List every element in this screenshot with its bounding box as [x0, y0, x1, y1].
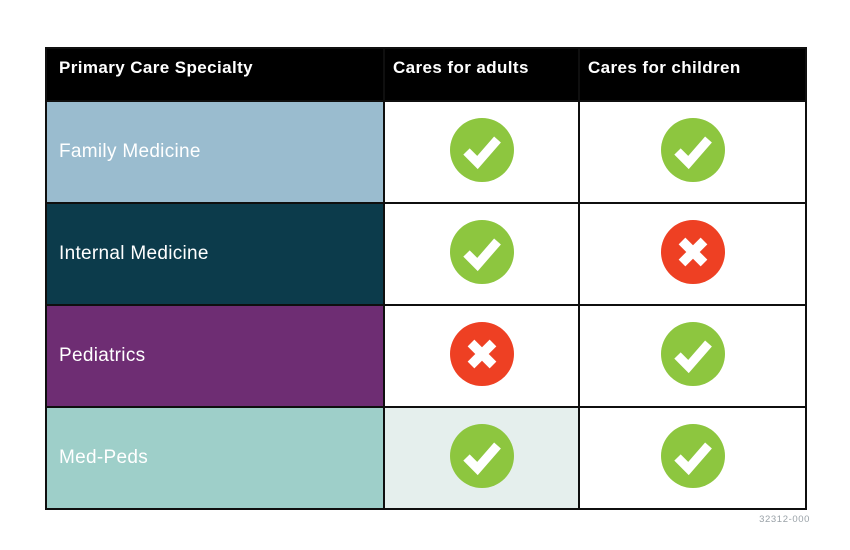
- status-cell-children: [578, 406, 807, 510]
- cross-icon: [660, 219, 725, 284]
- check-icon: [449, 219, 514, 284]
- status-cell-adults: [383, 100, 580, 204]
- column-header-specialty: Primary Care Specialty: [45, 47, 385, 102]
- specialty-label: Internal Medicine: [45, 202, 385, 306]
- table-row-med-peds: Med-Peds: [45, 406, 807, 510]
- header-row: Primary Care Specialty Cares for adults …: [45, 47, 807, 102]
- check-icon: [449, 423, 514, 488]
- status-cell-adults: [383, 406, 580, 510]
- table-row-family-medicine: Family Medicine: [45, 100, 807, 204]
- status-cell-children: [578, 304, 807, 408]
- status-cell-adults: [383, 304, 580, 408]
- column-header-children: Cares for children: [578, 47, 807, 102]
- check-icon: [449, 117, 514, 182]
- table-row-internal-medicine: Internal Medicine: [45, 202, 807, 306]
- status-cell-children: [578, 100, 807, 204]
- check-icon: [660, 321, 725, 386]
- column-header-adults: Cares for adults: [383, 47, 580, 102]
- document-code: 32312-000: [759, 514, 810, 525]
- check-icon: [660, 423, 725, 488]
- specialty-label: Med-Peds: [45, 406, 385, 510]
- status-cell-children: [578, 202, 807, 306]
- cross-icon: [449, 321, 514, 386]
- status-cell-adults: [383, 202, 580, 306]
- check-icon: [660, 117, 725, 182]
- specialty-label: Pediatrics: [45, 304, 385, 408]
- care-comparison-table: Primary Care Specialty Cares for adults …: [45, 47, 807, 510]
- table-row-pediatrics: Pediatrics: [45, 304, 807, 408]
- specialty-label: Family Medicine: [45, 100, 385, 204]
